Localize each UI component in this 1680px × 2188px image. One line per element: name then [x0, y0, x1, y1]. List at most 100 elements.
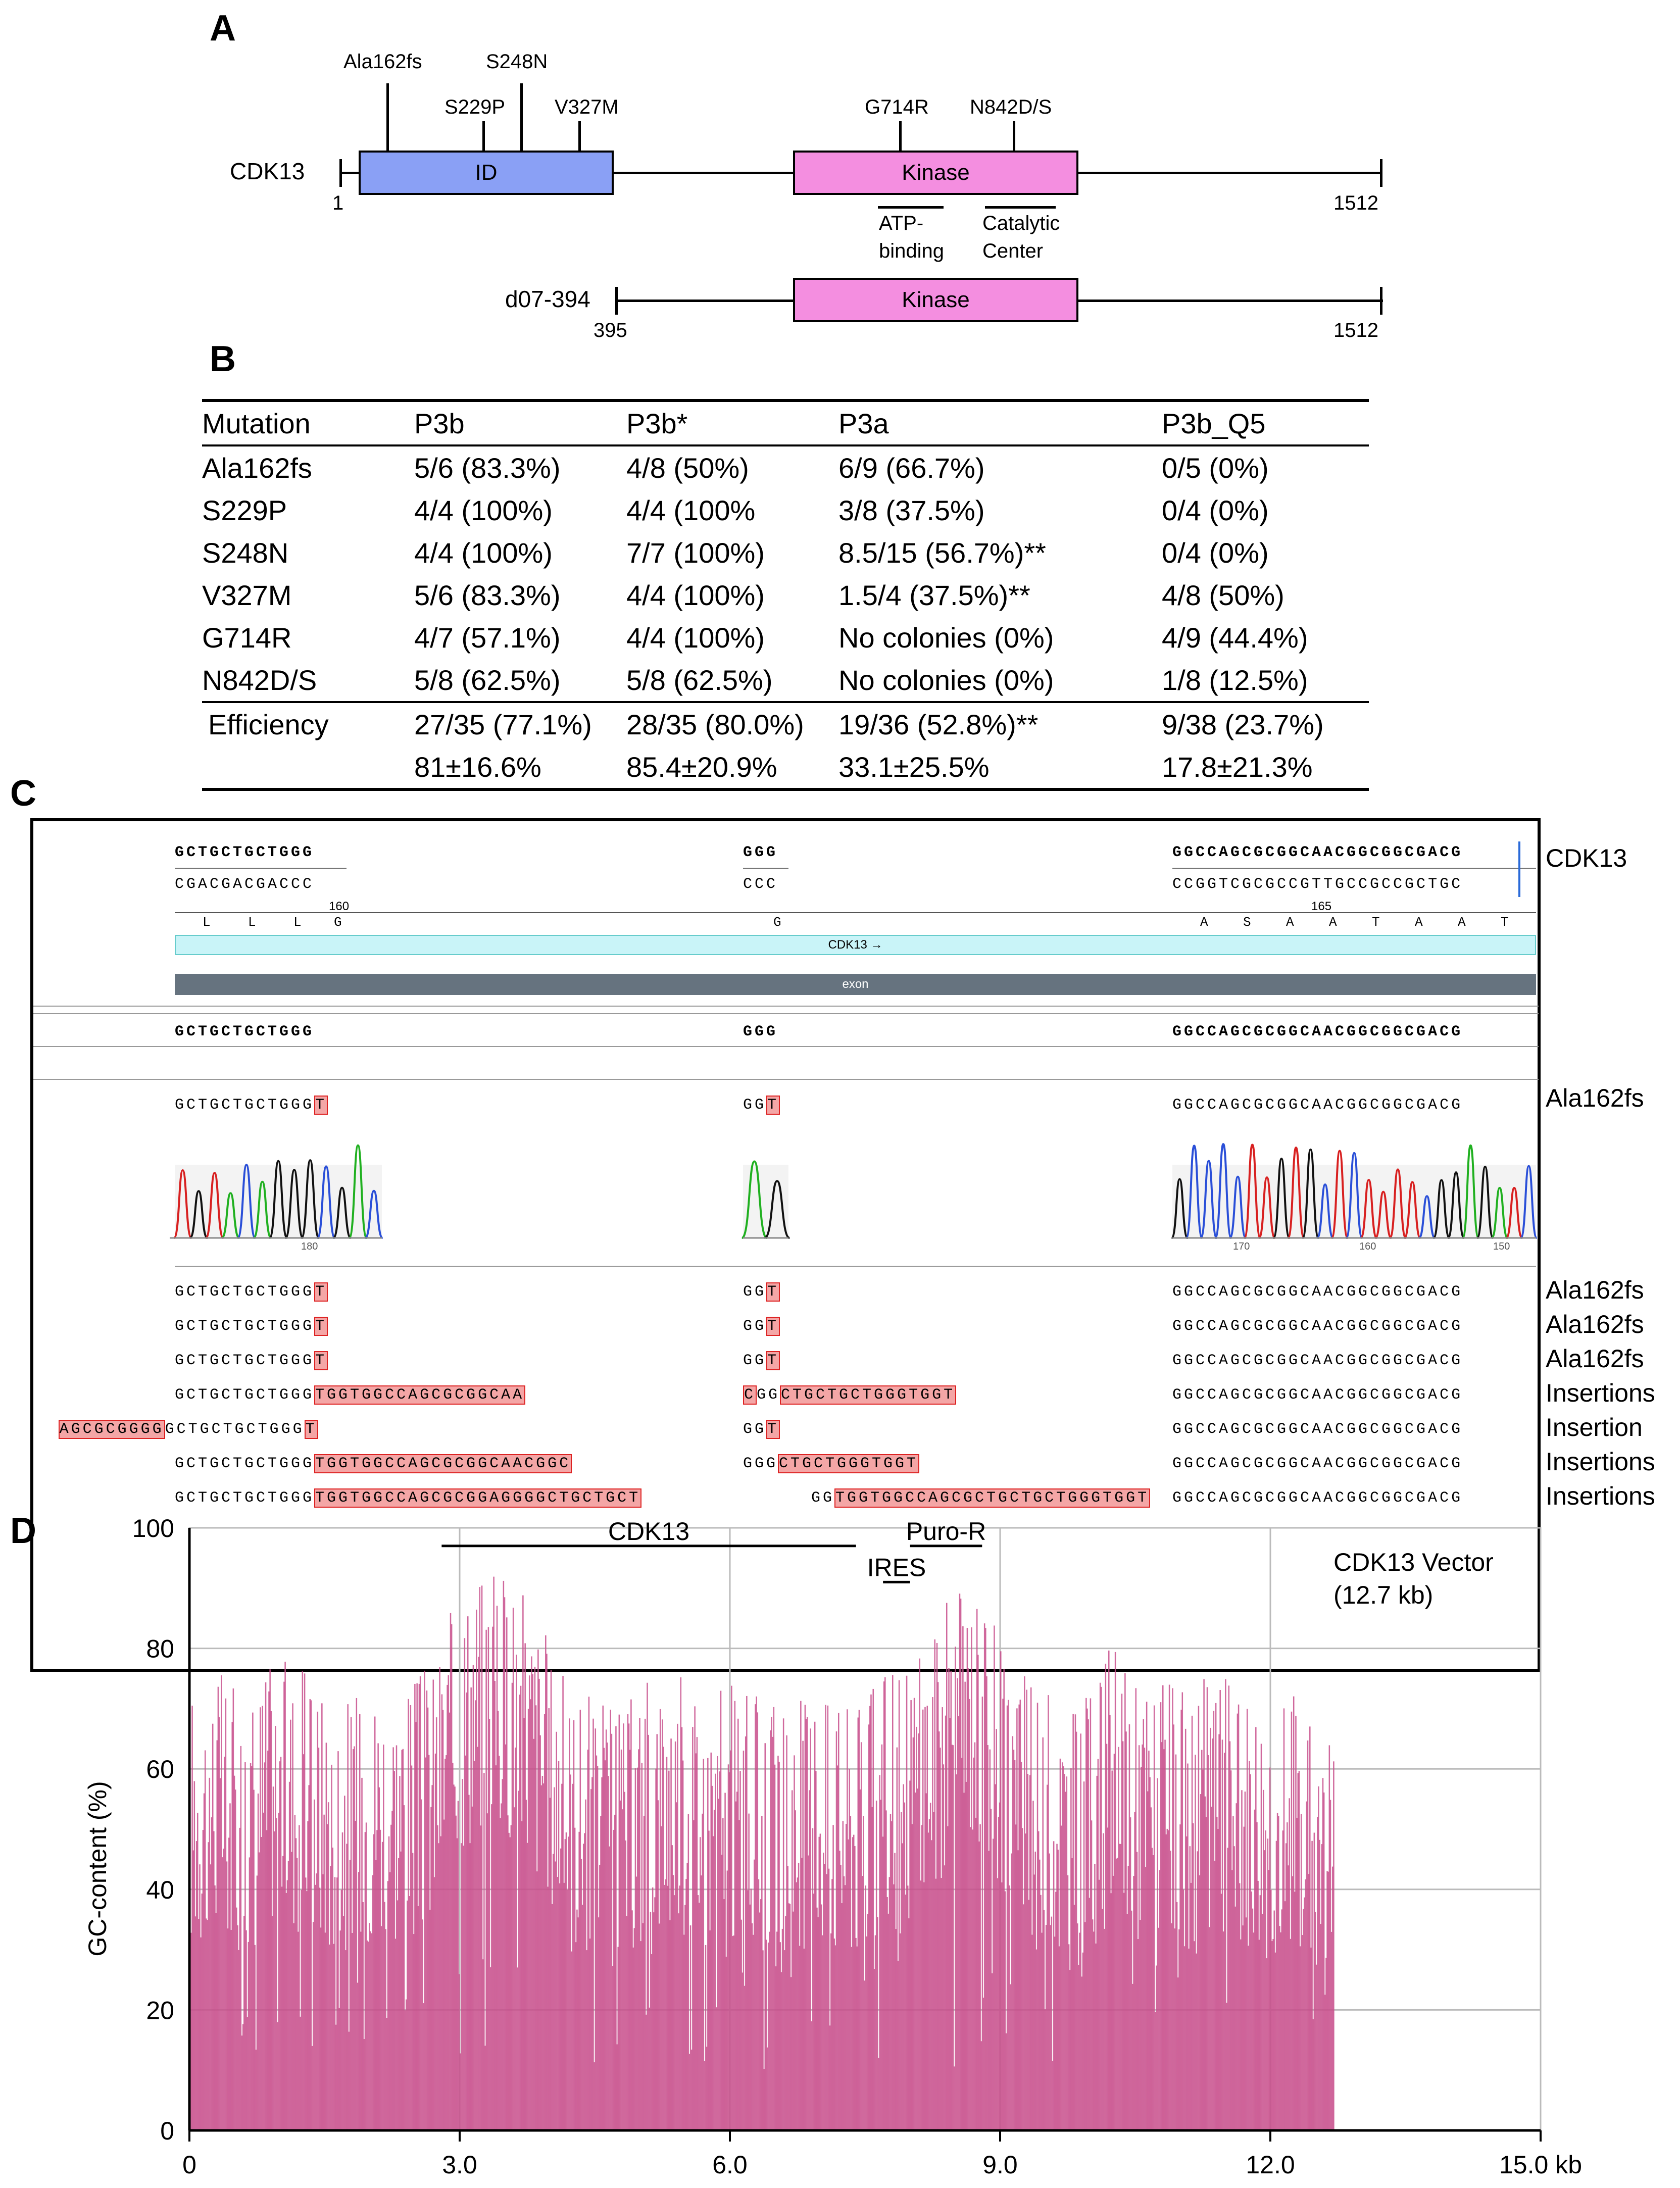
read-insertion: T: [766, 1317, 780, 1336]
gc-bar: [894, 1853, 896, 2130]
gc-bar: [519, 1695, 521, 2130]
gc-bar: [442, 1710, 444, 2130]
header-p3b-q5: P3b_Q5: [1162, 399, 1369, 446]
gc-bar: [958, 1716, 960, 2130]
gc-bar: [874, 1935, 876, 2130]
gc-bar: [1040, 1895, 1042, 2130]
gc-bar: [884, 1677, 886, 2130]
gc-bar: [730, 1750, 731, 2130]
gc-bar: [1225, 1679, 1226, 2130]
chromatogram-peak: [1403, 1181, 1422, 1239]
gc-bar: [1161, 1742, 1163, 2130]
gc-bar: [860, 1742, 862, 2130]
gc-bar: [1096, 1775, 1098, 2130]
gc-bar: [1109, 1715, 1111, 2130]
gc-bar: [439, 1667, 440, 2130]
gc-bar: [643, 1815, 645, 2130]
gc-bar: [286, 1880, 288, 2130]
gc-bar: [1171, 1923, 1172, 2130]
gc-bar: [926, 1706, 928, 2130]
gc-bar: [530, 1699, 531, 2130]
gc-bar: [1200, 1794, 1202, 2130]
gc-bar: [1022, 1904, 1024, 2130]
gc-bar: [1041, 1932, 1043, 2130]
gc-bar: [446, 1755, 447, 2130]
gc-bar: [1186, 1836, 1188, 2130]
gc-bar: [1107, 1827, 1109, 2130]
header-p3b-star: P3b*: [626, 399, 838, 446]
gc-bar: [527, 1709, 529, 2130]
mutation-label: Ala162fs: [343, 51, 422, 73]
gc-bar: [1074, 1714, 1076, 2130]
gc-bar: [524, 1643, 526, 2130]
gc-bar: [339, 1930, 341, 2130]
y-tick-label: 40: [146, 1876, 174, 1904]
gc-bar: [986, 1676, 987, 2130]
gc-bar: [949, 1718, 951, 2130]
read-insertion: T: [766, 1420, 780, 1439]
gc-bar: [302, 1671, 304, 2130]
gc-bar: [1191, 1715, 1193, 2130]
gc-bar: [1172, 1688, 1173, 2130]
gc-bar: [387, 1881, 389, 2130]
gc-bar: [255, 2050, 257, 2130]
gc-bar: [743, 1750, 745, 2130]
gc-bar: [373, 1834, 375, 2130]
gc-bar: [639, 1718, 640, 2130]
gc-bar: [933, 1812, 934, 2130]
gc-bar: [1248, 1946, 1249, 2130]
gc-bar: [595, 1728, 597, 2130]
read-seq: GCTGCTGCTGGG: [175, 1489, 315, 1507]
gc-bar: [771, 1716, 772, 2130]
gc-bar: [547, 1886, 549, 2130]
gc-bar: [922, 1709, 924, 2130]
gc-bar: [426, 1690, 428, 2130]
gc-bar: [1202, 1769, 1204, 2130]
gc-bar: [1218, 1734, 1220, 2130]
gc-bar: [560, 1848, 562, 2130]
gc-bar: [290, 1719, 291, 2130]
chromatogram-peak: [205, 1172, 225, 1239]
gc-bar: [543, 1714, 546, 2130]
chromatogram-peak: [1432, 1179, 1451, 1239]
gc-bar: [945, 1715, 947, 2130]
gc-bar: [1085, 1698, 1087, 2130]
gc-bar: [520, 1685, 522, 2130]
gc-bar: [1097, 1759, 1099, 2130]
gc-bar: [1114, 1652, 1116, 2130]
read-label: Ala162fs: [1546, 1345, 1644, 1373]
gc-bar: [1197, 1851, 1199, 2130]
gc-bar: [942, 1707, 943, 2130]
gc-bar: [1080, 1733, 1081, 2130]
gc-bar: [1265, 1830, 1266, 2130]
trace-tick: 170: [1233, 1241, 1250, 1251]
read-insertion: T: [766, 1351, 780, 1370]
gc-bar: [844, 1885, 846, 2130]
gc-bar: [192, 1850, 194, 2130]
gc-bar: [967, 1668, 969, 2130]
gc-bar: [718, 1799, 719, 2130]
truncated-label: d07-394: [505, 286, 590, 312]
table-cell: 0/4 (0%): [1162, 536, 1269, 569]
read-insertion: TGGTGGCCAGCGCGGCAA: [314, 1385, 526, 1405]
read-row-mid: GGTGGTGGCCAGCGCTGCTGCTGGGTGGT: [811, 1488, 1151, 1508]
gc-bar: [785, 1916, 786, 2130]
gc-bar: [1231, 1870, 1233, 2130]
gc-bar: [597, 1766, 599, 2130]
gc-bar: [275, 1726, 276, 2130]
gc-bar: [950, 1671, 952, 2130]
gc-bar: [952, 1745, 954, 2130]
truncated-kinase-domain: Kinase: [793, 278, 1078, 322]
chromatogram-peak: [1505, 1186, 1523, 1239]
gc-bar: [447, 1684, 448, 2130]
gc-bar: [899, 1933, 901, 2130]
gc-bar: [657, 1800, 659, 2130]
gc-bar: [403, 1805, 405, 2130]
gc-bar: [997, 1878, 999, 2130]
gc-bar: [903, 1784, 904, 2130]
gc-bar: [689, 1925, 691, 2130]
gc-bar: [1010, 1984, 1011, 2130]
gc-bar: [1155, 2012, 1156, 2130]
read-row-right: GGCCAGCGCGGCAACGGCGGCGACG: [1172, 1283, 1463, 1301]
header-p3b: P3b: [414, 399, 626, 446]
